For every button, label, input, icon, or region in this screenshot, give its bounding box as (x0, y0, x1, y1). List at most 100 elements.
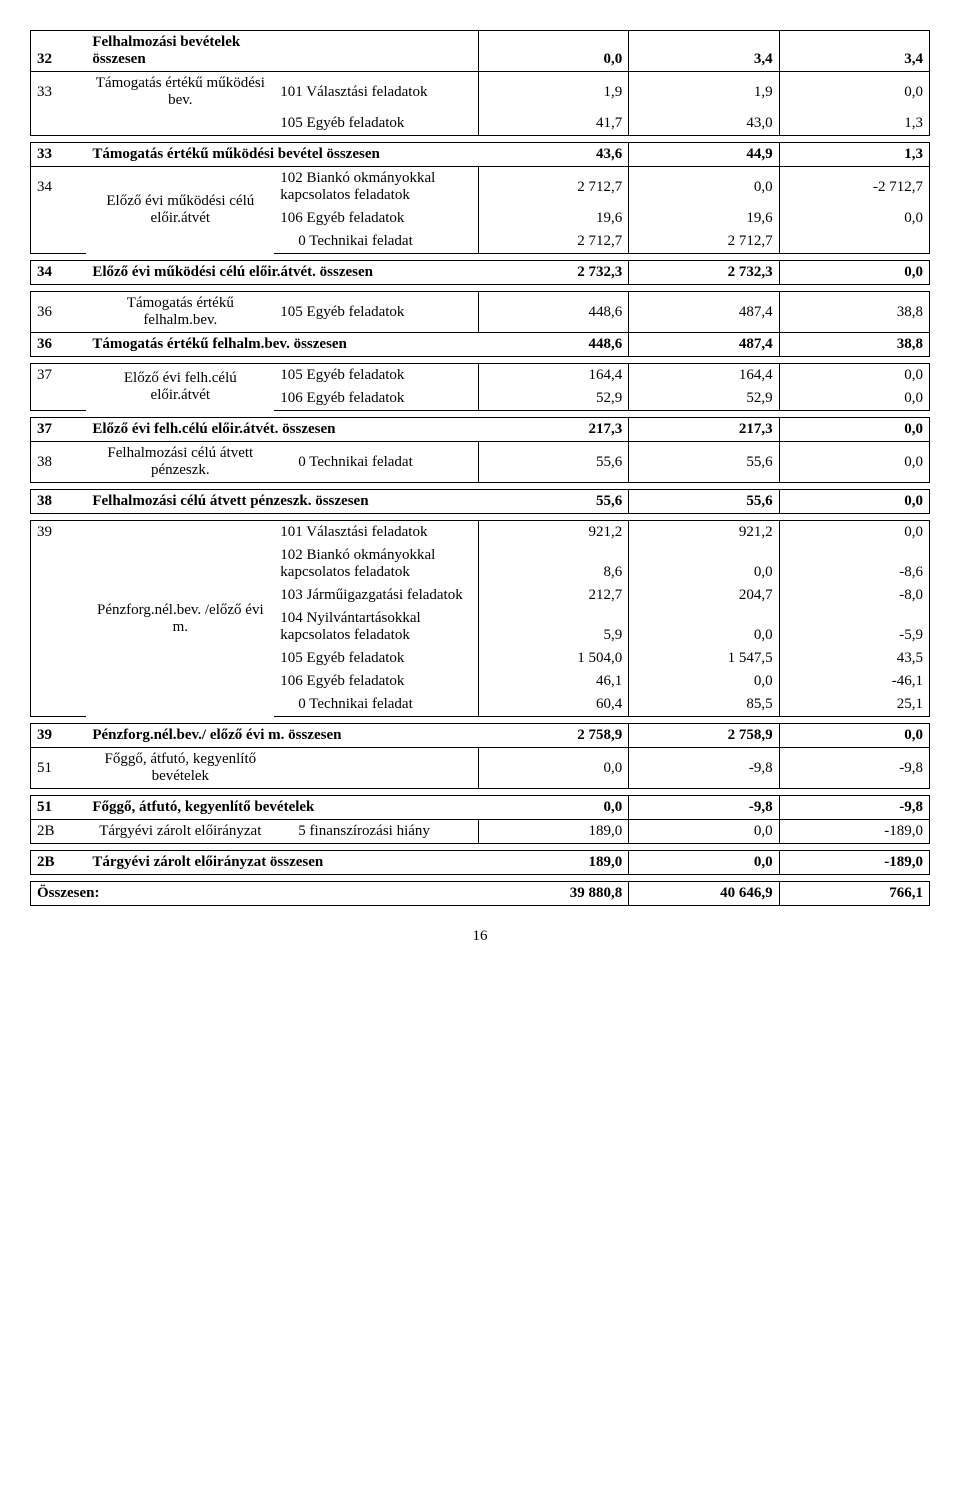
row-id (31, 693, 87, 717)
row-desc: Felhalmozási célú átvett pénzeszk. össze… (86, 490, 478, 514)
value-2: 2 758,9 (629, 724, 779, 748)
value-1: 0,0 (478, 796, 628, 820)
row-id: 39 (31, 521, 87, 545)
value-3: -2 712,7 (779, 167, 929, 208)
table-row (31, 514, 930, 521)
value-2: 0,0 (629, 544, 779, 584)
row-sub: 0 Technikai feladat (274, 693, 478, 717)
value-2 (629, 357, 779, 364)
value-2 (629, 285, 779, 292)
value-2 (629, 254, 779, 261)
row-id: 32 (31, 31, 87, 72)
value-3: -46,1 (779, 670, 929, 693)
value-1: 46,1 (478, 670, 628, 693)
value-2: 1 547,5 (629, 647, 779, 670)
row-id (31, 387, 87, 411)
value-1: 1,9 (478, 72, 628, 113)
row-id (31, 411, 87, 418)
row-desc: Előző évi felh.célú előir.átvét. összese… (86, 418, 478, 442)
value-1: 55,6 (478, 442, 628, 483)
table-row (31, 844, 930, 851)
value-1: 1 504,0 (478, 647, 628, 670)
value-1: 8,6 (478, 544, 628, 584)
table-row: 36Támogatás értékű felhalm.bev.105 Egyéb… (31, 292, 930, 333)
value-1 (478, 483, 628, 490)
value-3: -9,8 (779, 748, 929, 789)
row-id (31, 357, 87, 364)
row-id: 33 (31, 72, 87, 113)
value-2: 85,5 (629, 693, 779, 717)
row-id: 51 (31, 796, 87, 820)
row-sub (274, 789, 478, 796)
row-id: 36 (31, 292, 87, 333)
value-2: 164,4 (629, 364, 779, 388)
row-sub: 102 Biankó okmányokkal kapcsolatos felad… (274, 544, 478, 584)
row-desc: Előző évi működési célú előir.átvét (86, 167, 274, 254)
value-2 (629, 514, 779, 521)
row-sub (274, 254, 478, 261)
value-1: 0,0 (478, 31, 628, 72)
value-1 (478, 357, 628, 364)
table-row: 105 Egyéb feladatok41,743,01,3 (31, 112, 930, 136)
value-3: -5,9 (779, 607, 929, 647)
value-1: 39 880,8 (478, 882, 628, 906)
value-3 (779, 875, 929, 882)
table-row (31, 789, 930, 796)
row-desc: Tárgyévi zárolt előirányzat (86, 820, 274, 844)
row-sub: 105 Egyéb feladatok (274, 292, 478, 333)
table-row: 38Felhalmozási célú átvett pénzeszk. öss… (31, 490, 930, 514)
row-sub: 106 Egyéb feladatok (274, 670, 478, 693)
value-1: 212,7 (478, 584, 628, 607)
row-sub: 0 Technikai feladat (274, 230, 478, 254)
row-desc: Előző évi felh.célú előir.átvét (86, 364, 274, 411)
value-3 (779, 411, 929, 418)
row-desc: Támogatás értékű működési bevétel összes… (86, 143, 478, 167)
row-id (31, 514, 87, 521)
value-3 (779, 514, 929, 521)
value-2: 55,6 (629, 442, 779, 483)
table-row: 2BTárgyévi zárolt előirányzat5 finanszír… (31, 820, 930, 844)
value-2: 0,0 (629, 607, 779, 647)
row-id (31, 607, 87, 647)
value-3: 0,0 (779, 418, 929, 442)
row-sub: 104 Nyilvántartásokkal kapcsolatos felad… (274, 607, 478, 647)
value-2: 2 712,7 (629, 230, 779, 254)
value-2 (629, 789, 779, 796)
row-id: 2B (31, 851, 87, 875)
row-id (31, 230, 87, 254)
row-id (31, 285, 87, 292)
value-3: 0,0 (779, 207, 929, 230)
value-3 (779, 285, 929, 292)
value-3: -8,0 (779, 584, 929, 607)
table-row: 33Támogatás értékű működési bev.101 Vála… (31, 72, 930, 113)
row-id: 37 (31, 418, 87, 442)
value-2: 217,3 (629, 418, 779, 442)
row-id (31, 647, 87, 670)
value-3: -189,0 (779, 820, 929, 844)
row-sub: 101 Választási feladatok (274, 72, 478, 113)
value-1: 189,0 (478, 820, 628, 844)
value-1 (478, 411, 628, 418)
value-2: 487,4 (629, 292, 779, 333)
value-1: 448,6 (478, 292, 628, 333)
row-id (31, 789, 87, 796)
value-2: 0,0 (629, 670, 779, 693)
value-2: 0,0 (629, 167, 779, 208)
value-2: 19,6 (629, 207, 779, 230)
value-3: 1,3 (779, 143, 929, 167)
value-1: 2 732,3 (478, 261, 628, 285)
value-1 (478, 514, 628, 521)
table-row: 51Főggő, átfutó, kegyenlítő bevételek0,0… (31, 796, 930, 820)
value-3: -189,0 (779, 851, 929, 875)
value-2: -9,8 (629, 796, 779, 820)
row-desc: Felhalmozási bevételek összesen (86, 31, 274, 72)
row-id (31, 136, 87, 143)
value-2: 487,4 (629, 333, 779, 357)
row-desc (86, 789, 274, 796)
row-desc (86, 254, 274, 261)
value-3 (779, 136, 929, 143)
value-3: 0,0 (779, 72, 929, 113)
value-3: 766,1 (779, 882, 929, 906)
table-row (31, 285, 930, 292)
value-2: 44,9 (629, 143, 779, 167)
